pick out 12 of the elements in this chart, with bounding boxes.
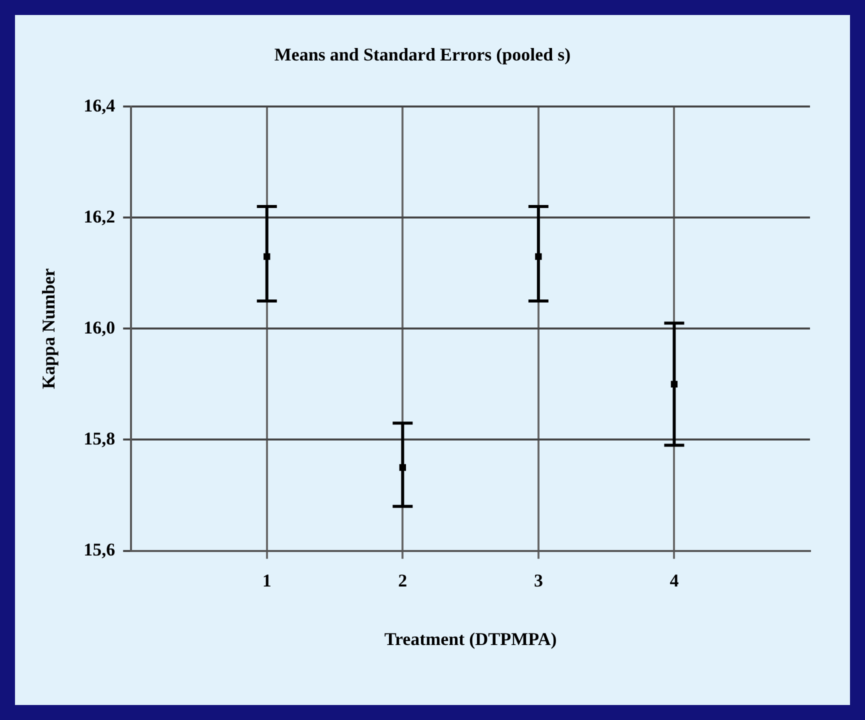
x-tick-label: 2 (398, 570, 408, 590)
x-tick-label: 3 (534, 570, 543, 590)
x-tick-label: 4 (670, 570, 679, 590)
y-tick-label: 16,2 (84, 206, 116, 226)
y-tick-label: 16,4 (84, 95, 116, 116)
y-axis-title: Kappa Number (38, 268, 58, 389)
y-tick-label: 15,8 (84, 428, 116, 448)
x-tick-label: 1 (262, 570, 272, 590)
y-tick-label: 15,6 (84, 539, 116, 560)
y-tick-label: 16,0 (84, 317, 116, 338)
x-axis-title: Treatment (DTPMPA) (384, 628, 557, 649)
chart-title: Means and Standard Errors (pooled s) (274, 44, 571, 64)
